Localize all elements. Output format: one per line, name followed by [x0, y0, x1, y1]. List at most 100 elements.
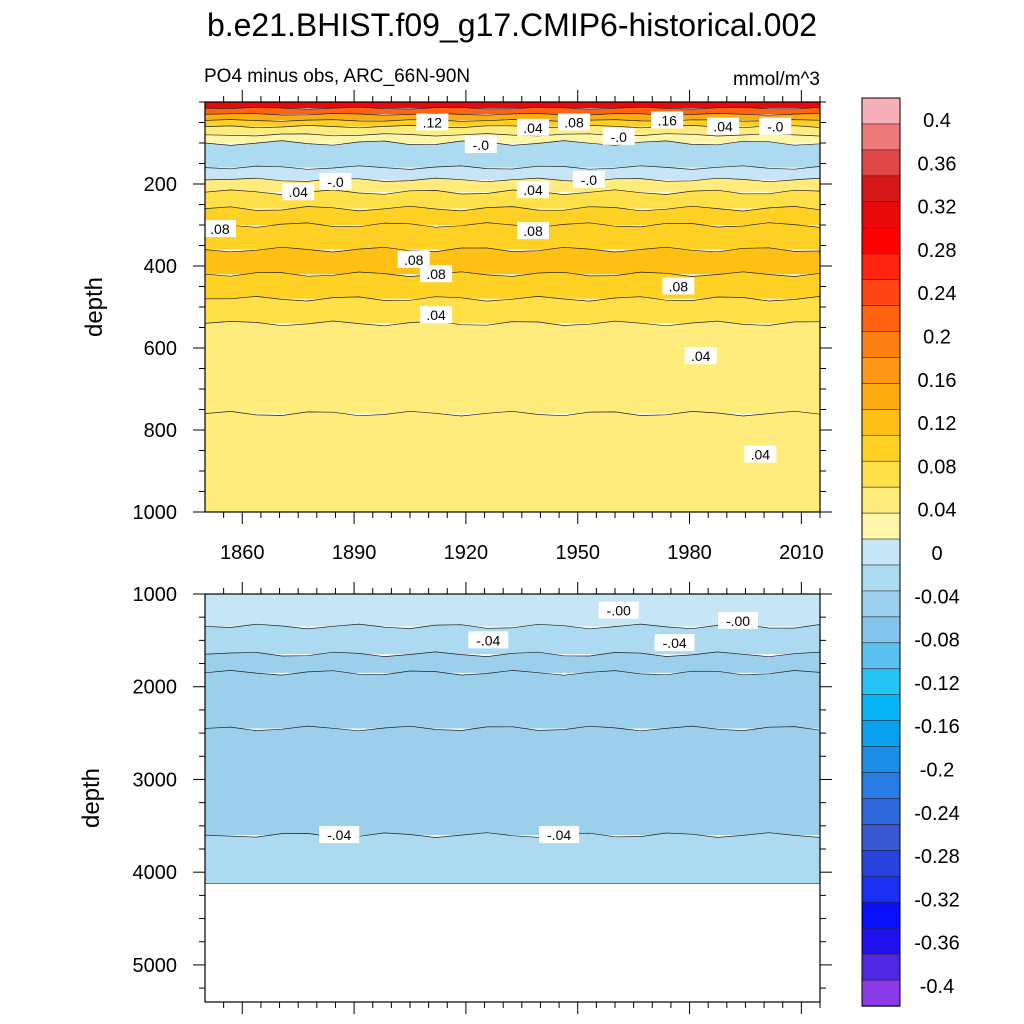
colorbar-box: [861, 927, 901, 955]
bottom-panel-contour-labels: -.00 -.00 -.04 -.04 -.04 -.04: [319, 601, 758, 844]
x-tick-label: 2010: [779, 542, 824, 564]
contour-label-box: [464, 136, 497, 154]
colorbar-box: [861, 460, 901, 488]
contour-label-text: .04: [523, 182, 543, 198]
colorbar-box: [861, 201, 901, 229]
colorbar-label: 0.24: [918, 283, 957, 305]
contour-label-text: .04: [288, 184, 308, 200]
contour-label: -.04: [319, 826, 360, 844]
y-tick-label: 5000: [133, 955, 178, 977]
x-tick-label: 1890: [332, 542, 377, 564]
colorbar-label: 0.4: [923, 110, 951, 132]
contour-band: [205, 206, 820, 225]
contour-label-box: [420, 306, 453, 324]
contour-label-box: [420, 265, 453, 283]
contour-label-box: [468, 631, 509, 649]
colorbar-label: -0.36: [914, 933, 960, 955]
colorbar-label: 0.36: [918, 153, 957, 175]
colorbar-box: [861, 590, 901, 618]
contour-line: [204, 140, 821, 146]
contour-label: .04: [517, 181, 549, 199]
contour-label-text: .08: [404, 252, 424, 268]
bottom-panel-contours: [204, 623, 821, 884]
colorbar-box: [861, 305, 901, 333]
colorbar-box: [861, 434, 901, 462]
contour-label: .04: [517, 118, 549, 136]
contour-label-text: -.04: [663, 635, 687, 651]
contour-band: [205, 247, 820, 275]
colorbar-boxes: [861, 97, 901, 1007]
contour-label-text: .08: [669, 279, 689, 295]
contour-line: [204, 271, 821, 277]
colorbar-labels: 0.4 0.36 0.32 0.28 0.24 0.2 0.16 0.12 0.08 0.04 0 -…: [914, 110, 960, 998]
contour-label-text: -.0: [327, 174, 344, 190]
contour-label: .04: [282, 183, 315, 201]
top-panel-contour-labels: .12 -.0 .04 .08 -.0 .16 .04 -.0 .04 -.0 .04 -.0 .08.…: [203, 111, 792, 463]
colorbar-label: 0.28: [918, 240, 957, 262]
contour-label: -.00: [718, 611, 758, 629]
contour-label-box: [416, 113, 449, 131]
contour-label-text: .08: [210, 221, 230, 237]
contour-label-box: [319, 826, 360, 844]
colorbar-box: [861, 149, 901, 177]
contour-label-text: .08: [426, 266, 446, 282]
colorbar-box: [861, 253, 901, 281]
contour-label-text: -.0: [767, 119, 784, 135]
contour-label-text: -.04: [327, 827, 351, 843]
contour-label-box: [651, 111, 684, 129]
contour-label-box: [744, 445, 777, 463]
top-panel-fill: [205, 102, 820, 512]
contour-label-box: [203, 220, 236, 238]
contour-band: [205, 594, 820, 627]
contour-label-text: .04: [523, 120, 543, 136]
contour-band: [205, 411, 820, 512]
bottom-y-axis-label: depth: [78, 768, 105, 828]
colorbar-box: [861, 409, 901, 436]
contour-line: [204, 651, 821, 658]
contour-label: .08: [397, 250, 430, 268]
bottom-panel-fill: [205, 594, 820, 884]
contour-label-text: .04: [691, 348, 711, 364]
y-tick-label: 200: [144, 174, 177, 196]
contour-line: [205, 296, 821, 302]
contour-label: .08: [558, 113, 590, 131]
panel-subtitle-units: mmol/m^3: [733, 69, 820, 90]
colorbar-box: [861, 772, 901, 800]
contour-label: .04: [684, 347, 717, 365]
contour-line: [204, 177, 821, 183]
x-tick-label: 1920: [444, 542, 489, 564]
colorbar-box: [861, 642, 901, 670]
colorbar-label: 0.08: [918, 456, 957, 478]
colorbar-box: [861, 512, 901, 540]
contour-label: .16: [651, 111, 684, 129]
contour-label-box: [539, 826, 580, 844]
colorbar-box: [861, 953, 901, 981]
contour-line: [204, 670, 821, 676]
y-tick-label: 4000: [133, 862, 178, 884]
contour-label: .12: [416, 113, 449, 131]
contour-band: [205, 832, 820, 884]
contour-line: [204, 165, 821, 170]
contour-band: [205, 107, 820, 115]
colorbar-box: [861, 616, 901, 644]
colorbar-label: -0.32: [914, 889, 960, 911]
contour-line: [204, 725, 821, 732]
colorbar-label: -0.4: [920, 976, 954, 998]
contour-label-box: [517, 222, 549, 240]
contour-line: [204, 320, 821, 327]
contour-label: -.0: [759, 117, 792, 135]
colorbar-box: [861, 175, 901, 203]
contour-line: [204, 222, 821, 228]
top-y-axis-label: depth: [81, 277, 108, 337]
contour-label: .08: [420, 265, 453, 283]
colorbar-label: 0.16: [918, 370, 957, 392]
y-tick-label: 600: [144, 338, 177, 360]
contour-label-box: [319, 172, 352, 190]
contour-label-box: [684, 347, 717, 365]
colorbar-box: [861, 875, 901, 903]
figure-title: b.e21.BHIST.f09_g17.CMIP6-historical.002: [207, 7, 817, 43]
contour-band: [205, 102, 820, 109]
y-tick-label: 2000: [133, 677, 178, 699]
contour-line: [204, 113, 821, 116]
